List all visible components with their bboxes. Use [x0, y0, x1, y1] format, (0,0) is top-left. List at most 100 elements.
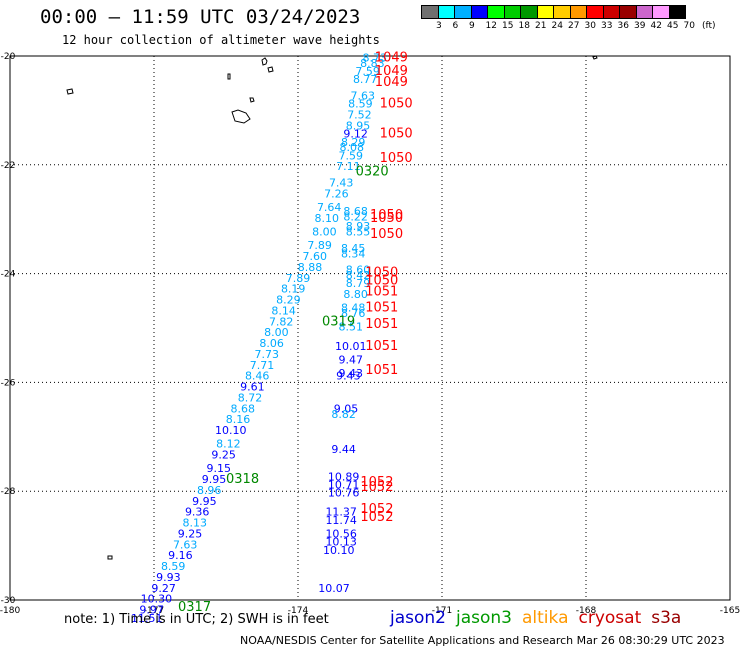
x-tick-label: -177 — [144, 606, 164, 616]
swh-value: 8.59 — [161, 560, 186, 573]
time-label: 1051 — [365, 363, 398, 378]
colorbar-label: 15 — [502, 21, 514, 31]
colorbar-label: 12 — [485, 21, 497, 31]
island-outline — [267, 66, 274, 73]
swh-value: 8.46 — [245, 370, 270, 383]
y-tick-label: -26 — [1, 378, 16, 388]
swh-value: 8.19 — [281, 283, 306, 296]
swh-value: 7.26 — [324, 187, 349, 200]
swh-value: 8.59 — [348, 98, 373, 111]
x-tick-label: -180 — [0, 606, 20, 616]
y-tick-label: -30 — [1, 596, 16, 606]
colorbar-label: 30 — [584, 21, 596, 31]
swh-value: 8.14 — [271, 304, 296, 317]
time-label: 1051 — [365, 339, 398, 354]
swh-value: 8.06 — [259, 337, 284, 350]
swh-value: 8.51 — [339, 321, 364, 334]
swh-value: 8.72 — [238, 391, 263, 404]
credit-line: NOAA/NESDIS Center for Satellite Applica… — [240, 634, 725, 647]
colorbar-label: 24 — [551, 21, 563, 31]
chart-title: 00:00 — 11:59 UTC 03/24/2023 — [40, 6, 361, 28]
swh-value: 8.68 — [231, 402, 256, 415]
legend-s3a: s3a — [651, 608, 682, 628]
x-tick-label: -165 — [720, 606, 740, 616]
swh-value: 8.29 — [341, 136, 366, 149]
time-label: 1050 — [380, 151, 413, 166]
swh-value: 8.96 — [197, 484, 222, 497]
time-label: 1050 — [365, 273, 398, 288]
swh-value: 9.97 — [139, 604, 164, 617]
x-tick-label: -174 — [288, 606, 309, 616]
swh-value: 8.82 — [331, 408, 356, 421]
swh-value: 10.71 — [328, 478, 360, 491]
swh-value: 7.52 — [347, 109, 372, 122]
time-label: 1051 — [365, 317, 398, 332]
time-label: 1050 — [370, 227, 403, 242]
swh-value: 7.73 — [255, 348, 280, 361]
colorbar-label: 39 — [634, 21, 646, 31]
swh-value: 8.48 — [341, 302, 366, 315]
swh-value: 8.00 — [312, 226, 337, 239]
x-tick-label: -171 — [432, 606, 452, 616]
swh-value: 8.45 — [341, 242, 366, 255]
swh-value: 8.83 — [360, 57, 385, 70]
time-label: 1051 — [365, 301, 398, 316]
swh-value: 7.59 — [339, 149, 364, 162]
swh-value: 8.22 — [343, 210, 368, 223]
time-label: 0319 — [322, 314, 355, 329]
colorbar-labels: 3 6 9 12 15 18 21 24 27 30 33 36 39 42 45 70 (ft) — [422, 21, 740, 33]
island-outline — [231, 109, 251, 124]
colorbar-label: 21 — [535, 21, 547, 31]
swh-value: 10.07 — [318, 582, 350, 595]
satellite-legend: jason2 jason3 altika cryosat s3a — [390, 608, 691, 628]
swh-value: 9.05 — [334, 402, 359, 415]
swh-value: 8.60 — [346, 264, 371, 277]
swh-value: 9.43 — [339, 367, 364, 380]
swh-value: 8.00 — [264, 326, 289, 339]
time-label: 1050 — [380, 97, 413, 112]
swh-value: 8.42 — [346, 269, 371, 282]
swh-value: 9.95 — [202, 473, 227, 486]
swh-value: 7.43 — [329, 177, 354, 190]
island-outline — [107, 555, 113, 560]
swh-value: 7.64 — [317, 201, 342, 214]
colorbar-label: 18 — [518, 21, 530, 31]
swh-value: 9.15 — [207, 462, 232, 475]
island-outline — [261, 57, 268, 66]
swh-value: 8.93 — [346, 220, 371, 233]
time-label: 1051 — [365, 284, 398, 299]
swh-value: 9.61 — [240, 381, 265, 394]
swh-value: 8.10 — [315, 212, 340, 225]
colorbar-cell — [668, 5, 686, 19]
swh-value: 9.27 — [151, 582, 176, 595]
swh-value: 8.76 — [341, 307, 366, 320]
x-tick-label: -168 — [576, 606, 597, 616]
chart-subtitle: 12 hour collection of altimeter wave hei… — [62, 33, 380, 47]
island-outline — [592, 55, 598, 60]
swh-value: 9.43 — [336, 370, 361, 383]
swh-value: 11.51 — [131, 612, 163, 625]
time-label: 1052 — [360, 475, 393, 490]
swh-value: 8.55 — [346, 226, 371, 239]
swh-value: 9.16 — [168, 549, 193, 562]
time-label: 1050 — [365, 265, 398, 280]
time-label: 0318 — [226, 472, 259, 487]
swh-value: 10.01 — [335, 340, 367, 353]
swh-value: 9.93 — [156, 571, 181, 584]
swh-value: 8.95 — [346, 119, 371, 132]
colorbar-label: 27 — [568, 21, 580, 31]
time-label: 1050 — [370, 208, 403, 223]
swh-value: 8.88 — [298, 261, 323, 274]
swh-value: 8.12 — [216, 438, 241, 451]
colorbar-unit: (ft) — [702, 21, 716, 31]
swh-value: 8.34 — [341, 247, 366, 260]
swh-value: 10.10 — [323, 544, 355, 557]
y-tick-label: -24 — [1, 270, 16, 280]
swh-value: 11.74 — [325, 514, 357, 527]
colorbar-label: 42 — [650, 21, 662, 31]
colorbar-label: 3 — [436, 21, 442, 31]
time-label: 1049 — [375, 75, 408, 90]
swh-value: 9.44 — [331, 443, 356, 456]
island-outline — [66, 88, 74, 95]
swh-value: 8.68 — [343, 205, 368, 218]
